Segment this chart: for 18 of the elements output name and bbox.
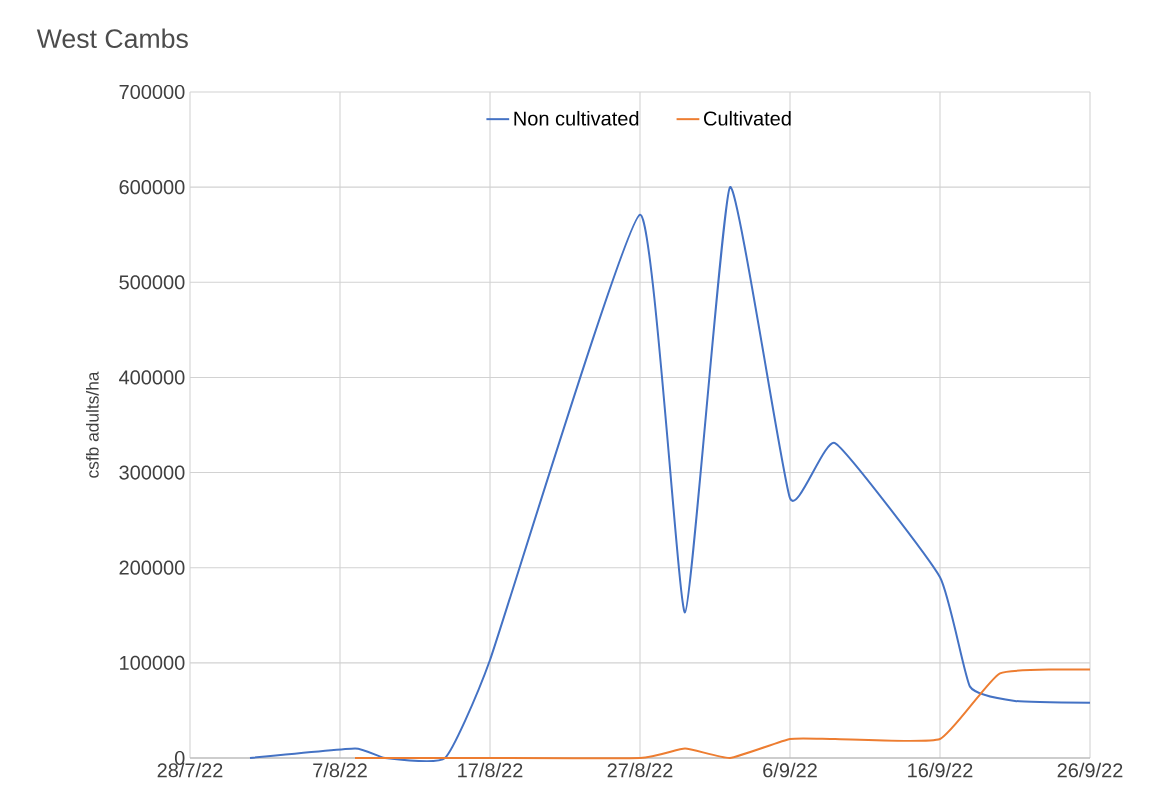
x-tick-label: 6/9/22 [763,762,817,778]
y-tick-label: 200000 [119,560,185,575]
y-tick-label: 300000 [119,465,185,480]
chart-title: West Cambs [36,28,188,49]
x-tick-label: 16/9/22 [908,762,973,778]
x-tick-label: 7/8/22 [313,762,367,778]
legend-label: Cultivated [704,110,791,126]
y-tick-label: 400000 [119,370,185,385]
y-tick-label: 100000 [120,655,185,670]
line-series [354,668,1092,760]
y-tick-label: 500000 [119,275,185,290]
y-tick-label: 700000 [119,84,185,100]
y-axis-title: csfb adults/ha [86,371,99,478]
legend-label: Non cultivated [514,110,639,126]
x-tick-label: 27/8/22 [607,762,673,778]
x-tick-label: 26/9/22 [1057,762,1123,778]
y-tick-label: 600000 [119,180,185,195]
x-tick-label: 17/8/22 [458,762,523,778]
